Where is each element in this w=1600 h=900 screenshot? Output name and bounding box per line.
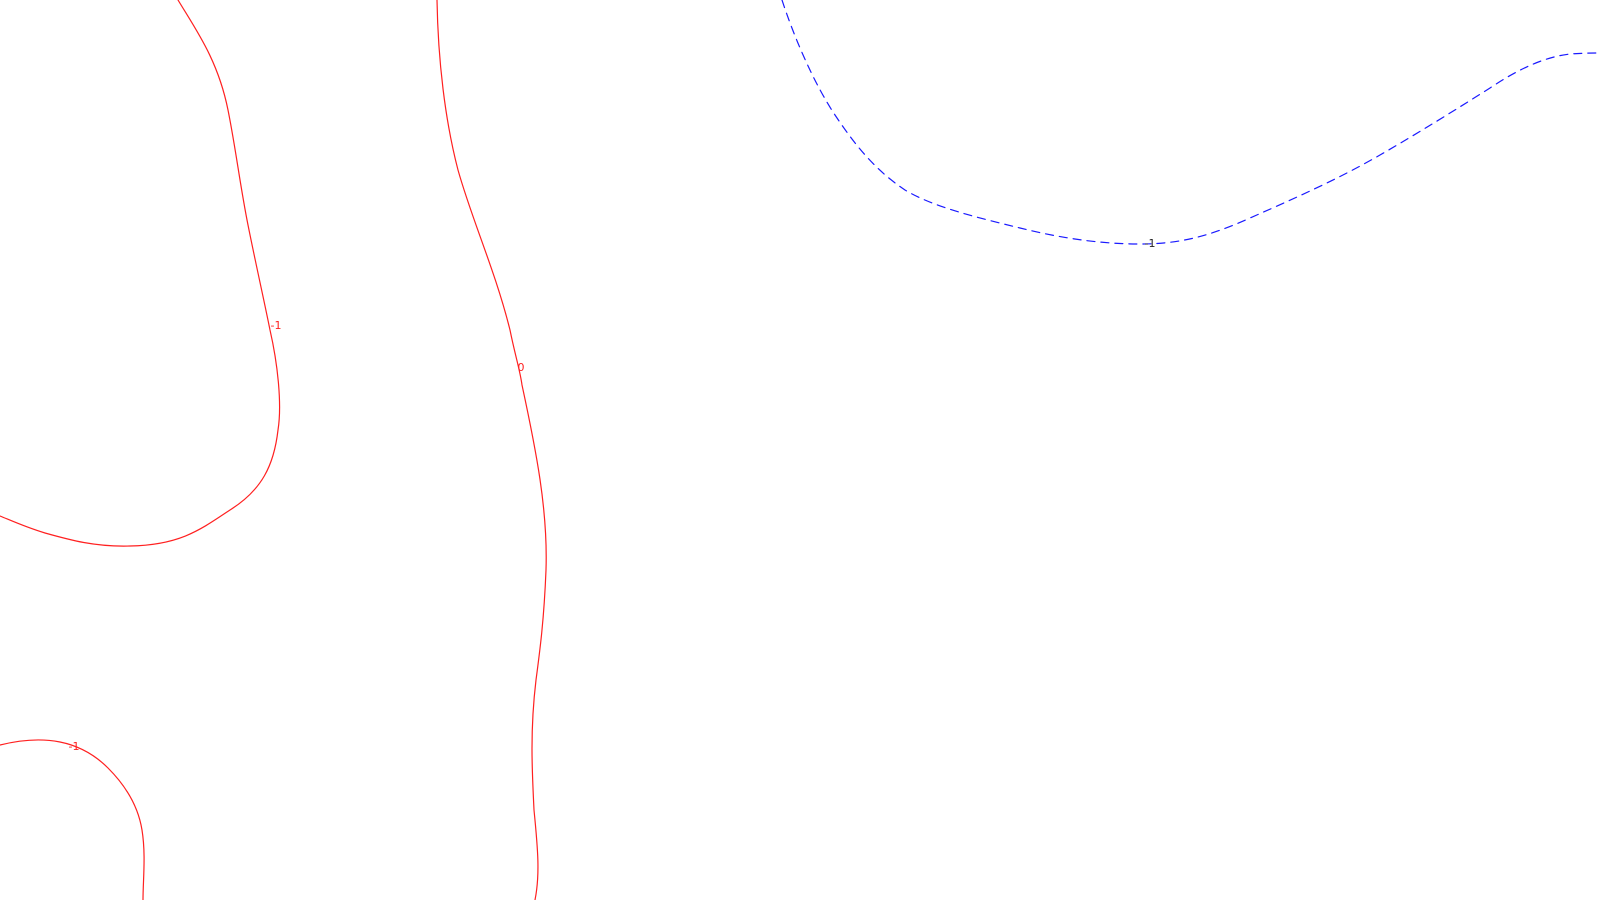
contour-line-blue-dashed [781,0,1600,245]
contour-line-red-bottom-left [0,739,145,900]
contour-label-red-bottom-left: -1 [69,740,80,753]
contour-label-red-left-arc: -1 [271,319,282,332]
contour-label-red-center: 0 [518,361,525,374]
contour-line-red-left-arc [0,0,281,547]
contour-label-blue-dashed: -1 [1145,237,1156,250]
contour-line-red-center [436,0,547,900]
